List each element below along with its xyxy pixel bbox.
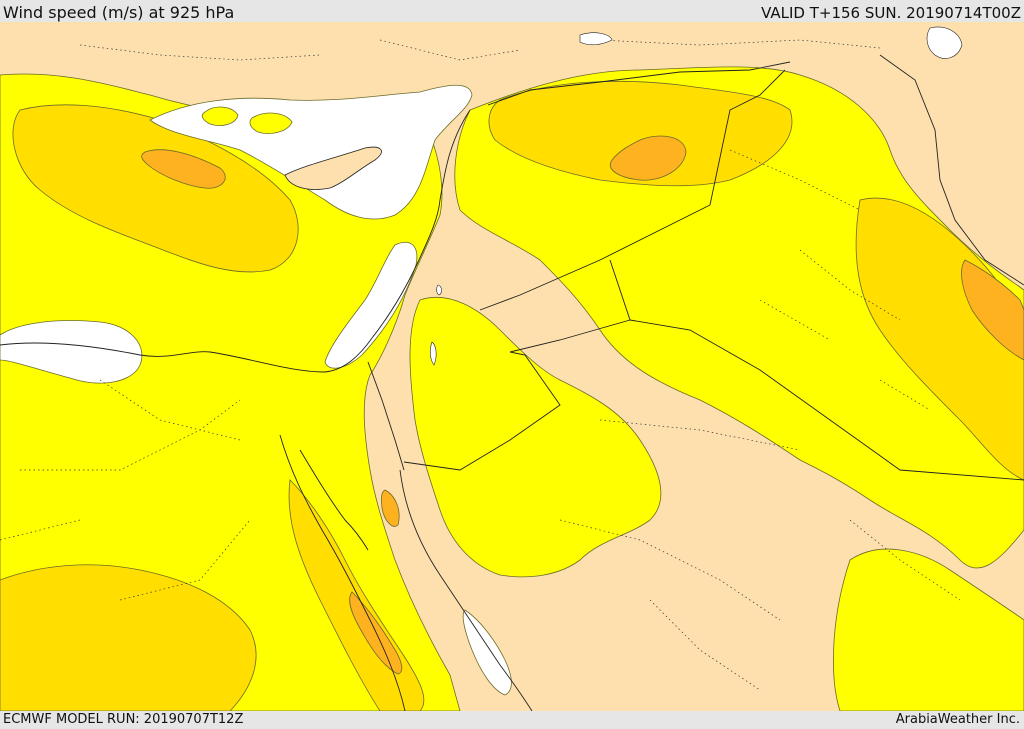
wind-band-orange-red-sea [349, 591, 403, 675]
wind-band-gold-syria [488, 80, 793, 187]
province-lines-turkey [79, 39, 881, 61]
wind-band-orange-aqaba [381, 489, 400, 527]
wind-band-orange-gulf [961, 259, 1024, 361]
wind-pocket-aegean-2 [249, 112, 293, 134]
credit-label: ArabiaWeather Inc. [895, 712, 1020, 727]
valid-time: VALID T+156 SUN. 20190714T00Z [761, 4, 1021, 22]
wind-band-orange-mediterranean [141, 149, 226, 189]
border-turkey-syria [487, 61, 791, 106]
model-run: ECMWF MODEL RUN: 20190707T12Z [3, 712, 244, 727]
wind-band-yellow-northeast [454, 66, 1024, 569]
border-egypt-israel [367, 361, 405, 471]
wind-band-yellow-southeast [833, 548, 1024, 711]
province-lines-egypt [0, 379, 251, 601]
border-syria-iraq [479, 69, 786, 311]
wind-speed-map[interactable] [0, 22, 1024, 711]
wind-band-gold-sudan [0, 564, 257, 711]
coastline-gulf-of-suez [299, 449, 369, 551]
map-header: Wind speed (m/s) at 925 hPa VALID T+156 … [0, 0, 1024, 22]
lake-urmia [926, 26, 963, 59]
border-iraq-saudi [629, 319, 1024, 481]
wind-pocket-aegean-1 [201, 106, 239, 126]
lake-assad [579, 32, 613, 46]
coastline-red-sea-east [399, 469, 533, 711]
province-lines-iraq [729, 149, 931, 411]
province-lines-saudi [559, 419, 961, 691]
no-data-levant-coast [324, 241, 418, 369]
coastline-mediterranean-south [0, 109, 471, 373]
no-data-red-sea-south [462, 609, 512, 696]
wind-band-orange-syria [609, 135, 687, 181]
border-jordan-saudi [403, 351, 561, 471]
lake-tiberias [436, 284, 442, 296]
wind-band-yellow-central [409, 296, 662, 578]
wind-band-gold-iraq [855, 197, 1024, 481]
map-footer: ECMWF MODEL RUN: 20190707T12Z ArabiaWeat… [0, 711, 1024, 729]
no-data-libya [0, 320, 143, 384]
border-iraq-iran [879, 54, 1024, 286]
border-jordan-iraq [509, 259, 631, 353]
dead-sea [429, 341, 437, 366]
coastline-red-sea-west [279, 434, 406, 711]
map-title: Wind speed (m/s) at 925 hPa [3, 3, 235, 22]
cyprus-island [284, 146, 382, 190]
